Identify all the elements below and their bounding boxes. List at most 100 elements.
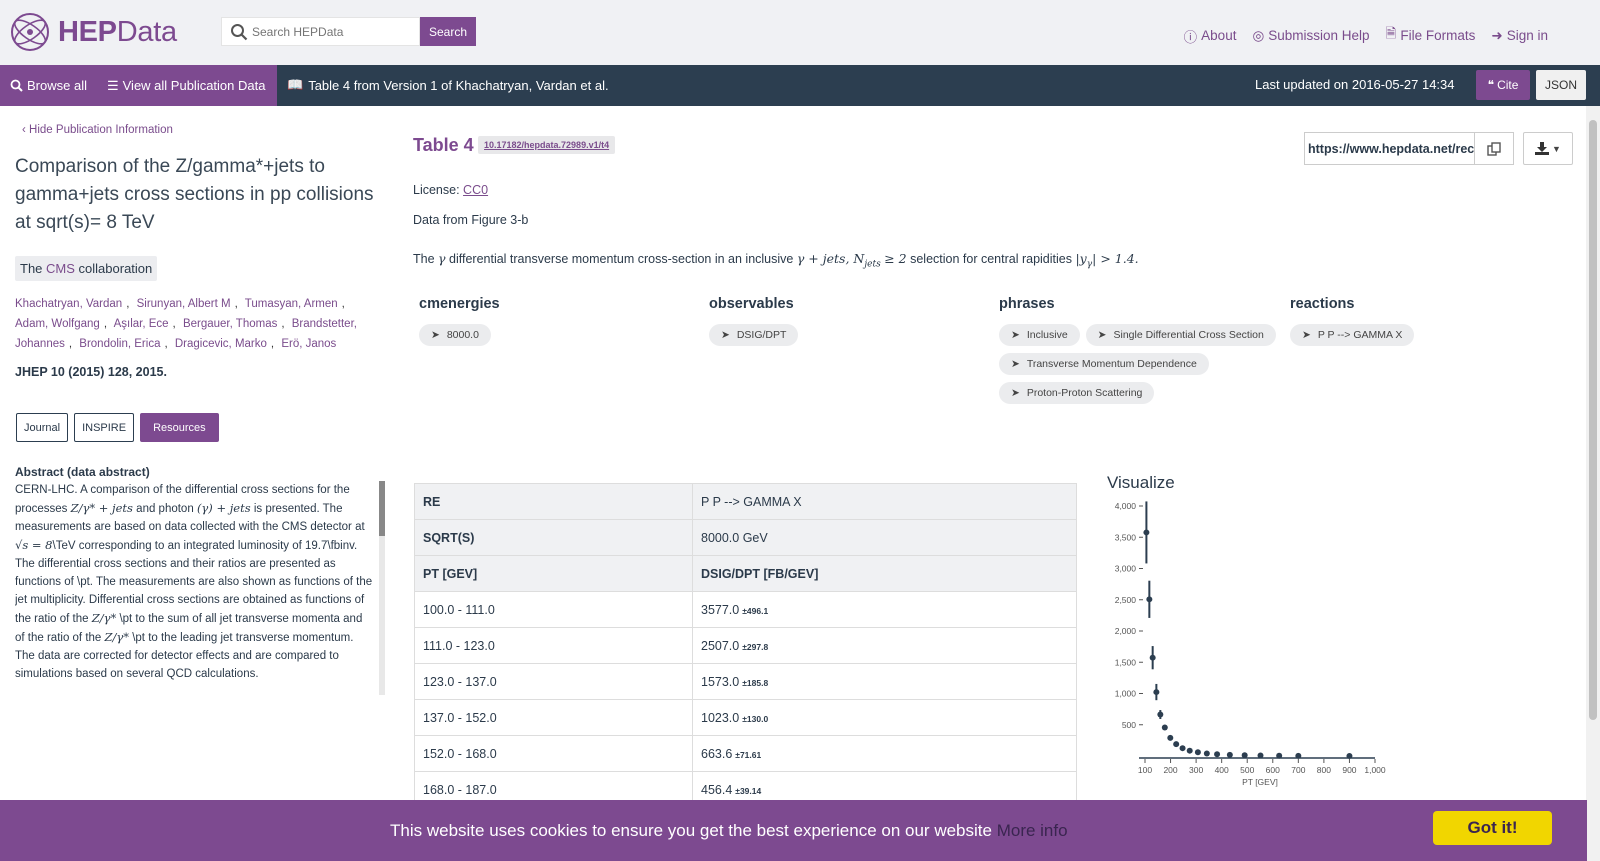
copy-url-button[interactable] [1474, 132, 1514, 165]
table-row[interactable]: 100.0 - 111.0 3577.0 ±496.1 [414, 591, 1077, 628]
json-button[interactable]: JSON [1536, 70, 1586, 100]
table-url-field[interactable]: https://www.hepdata.net/record/ins138184… [1304, 132, 1475, 165]
license-label: License: [413, 183, 460, 197]
cite-button[interactable]: ❝ Cite [1476, 70, 1530, 100]
keyword-tag[interactable]: ➤ Proton-Proton Scattering [999, 382, 1155, 404]
info-circle-icon: ⓘ [1183, 29, 1198, 45]
table-row[interactable]: 123.0 - 137.0 1573.0 ±185.8 [414, 663, 1077, 700]
author-link[interactable]: Bergauer, Thomas [182, 318, 278, 330]
browse-all-label: Browse all [27, 78, 87, 93]
abstract-title: Abstract (data abstract) [15, 465, 150, 479]
table-description: The γ differential transverse momentum c… [413, 251, 1139, 270]
sign-in-icon: ➜ [1491, 27, 1503, 43]
y-cell: 2507.0 ±297.8 [692, 627, 1077, 664]
author-link[interactable]: Khachatryan, Vardan [15, 298, 123, 310]
inspire-button[interactable]: INSPIRE [74, 413, 135, 442]
current-table-breadcrumb: 📖 Table 4 from Version 1 of Khachatryan,… [287, 77, 609, 93]
x-cell: 123.0 - 137.0 [414, 663, 693, 700]
x-tick-label: 500 [1240, 765, 1254, 775]
y-tick-label: 4,000 [1115, 501, 1137, 511]
y-tick-label: 2,000 [1115, 626, 1137, 636]
tag-icon: ➤ [1097, 329, 1107, 341]
data-point [1167, 734, 1174, 741]
file-icon: 🗎 [1385, 26, 1397, 41]
qualifier-label: RE [414, 483, 693, 520]
page-scrollbar[interactable] [1586, 106, 1600, 861]
download-button[interactable]: ▼ [1523, 132, 1573, 165]
license-line: License: CC0 [413, 183, 488, 197]
search-input[interactable] [252, 24, 412, 39]
keyword-tag[interactable]: ➤ Single Differential Cross Section [1085, 324, 1276, 346]
x-cell: 100.0 - 111.0 [414, 591, 693, 628]
qualifier-label: SQRT(S) [414, 519, 693, 556]
table-row[interactable]: 137.0 - 152.0 1023.0 ±130.0 [414, 699, 1077, 736]
qualifier-value: 8000.0 GeV [692, 519, 1077, 556]
view-all-publication-link[interactable]: ☰ View all Publication Data [97, 78, 276, 94]
current-table-label: Table 4 from Version 1 of Khachatryan, V… [308, 77, 609, 93]
error-value: ±297.8 [742, 641, 769, 652]
author-link[interactable]: Brondolin, Erica [79, 338, 161, 350]
file-formats-link[interactable]: 🗎 File Formats [1386, 24, 1476, 47]
y-cell: 3577.0 ±496.1 [692, 591, 1077, 628]
nav-left-group: Browse all ☰ View all Publication Data [0, 65, 277, 106]
submission-help-link[interactable]: ◎ Submission Help [1252, 24, 1369, 47]
data-point [1346, 752, 1353, 759]
y-tick-label: 2,500 [1115, 595, 1137, 605]
column-header-row: PT [GEV] DSIG/DPT [FB/GEV] [414, 555, 1077, 592]
journal-button[interactable]: Journal [16, 413, 69, 442]
data-table: RE P P --> GAMMA X SQRT(S) 8000.0 GeV PT… [414, 483, 1077, 808]
abstract-scroll-thumb[interactable] [379, 481, 385, 536]
cookie-banner: This website uses cookies to ensure you … [0, 800, 1587, 861]
download-icon [1535, 142, 1550, 155]
author-link[interactable]: Dragicevic, Marko [174, 338, 267, 350]
keyword-tag[interactable]: ➤ DSIG/DPT [709, 324, 799, 346]
keyword-tag[interactable]: ➤ Inclusive [999, 324, 1080, 346]
hide-publication-info-link[interactable]: ‹ Hide Publication Information [22, 124, 173, 136]
x-tick-label: 400 [1215, 765, 1229, 775]
sign-in-link[interactable]: ➜ Sign in [1491, 24, 1548, 47]
tag-icon: ➤ [721, 329, 730, 341]
about-link[interactable]: ⓘ About [1184, 24, 1237, 47]
abstract-text: CERN-LHC. A comparison of the differenti… [15, 484, 373, 680]
logo-text: HEPData [58, 15, 177, 48]
collab-name-link[interactable]: CMS [46, 261, 75, 276]
data-point [1161, 724, 1168, 731]
author-link[interactable]: Erö, Janos [281, 338, 337, 350]
tag-icon: ➤ [1011, 329, 1020, 341]
hepdata-logo[interactable]: HEPData [8, 11, 177, 53]
last-updated: Last updated on 2016-05-27 14:34 [1255, 77, 1455, 92]
visualize-chart[interactable]: 4,000 3,500 3,000 2,500 2,000 1,500 1,000 500 10… [1100, 500, 1390, 805]
table-row[interactable]: 152.0 - 168.0 663.6 ±71.61 [414, 735, 1077, 772]
browse-all-link[interactable]: Browse all [0, 78, 97, 93]
author-list: Khachatryan, Vardan, Sirunyan, Albert M,… [15, 298, 357, 350]
search-box [221, 17, 420, 46]
keyword-tag[interactable]: ➤ 8000.0 [419, 324, 491, 346]
author-link[interactable]: Sirunyan, Albert M [136, 298, 231, 310]
doi-link[interactable]: 10.17182/hepdata.72989.v1/t4 [478, 136, 616, 154]
cookie-accept-button[interactable]: Got it! [1433, 811, 1552, 845]
life-ring-icon: ◎ [1252, 27, 1265, 43]
chevron-left-icon: ‹ [22, 124, 26, 136]
journal-reference: JHEP 10 (2015) 128, 2015. [15, 365, 167, 379]
data-point [1153, 689, 1160, 696]
resources-button[interactable]: Resources [140, 413, 219, 442]
x-cell: 111.0 - 123.0 [414, 627, 693, 664]
cookie-more-info-link[interactable]: More info [996, 821, 1068, 840]
top-header: HEPData Search ⓘ About ◎ Submission Help… [0, 0, 1600, 65]
abstract-scrollbar[interactable] [379, 481, 385, 695]
keyword-column-observables: observables ➤ DSIG/DPT [709, 296, 989, 346]
table-row[interactable]: 111.0 - 123.0 2507.0 ±297.8 [414, 627, 1077, 664]
keyword-tag[interactable]: ➤ Transverse Momentum Dependence [999, 353, 1209, 375]
x-axis-label: PT [GEV] [1242, 777, 1278, 787]
search-button[interactable]: Search [420, 17, 476, 46]
page-scroll-thumb[interactable] [1589, 120, 1597, 720]
book-icon: 📖 [287, 77, 304, 92]
author-link[interactable]: Tumasyan, Armen [244, 298, 338, 310]
keyword-column-reactions: reactions ➤ P P --> GAMMA X [1290, 296, 1570, 346]
author-link[interactable]: Brandstetter, Johannes [15, 318, 357, 350]
author-link[interactable]: Adam, Wolfgang [15, 318, 100, 330]
author-link[interactable]: Aşılar, Ece [113, 318, 169, 330]
keyword-tag[interactable]: ➤ P P --> GAMMA X [1290, 324, 1415, 346]
license-link[interactable]: CC0 [463, 183, 489, 197]
error-value: ±71.61 [735, 749, 762, 760]
